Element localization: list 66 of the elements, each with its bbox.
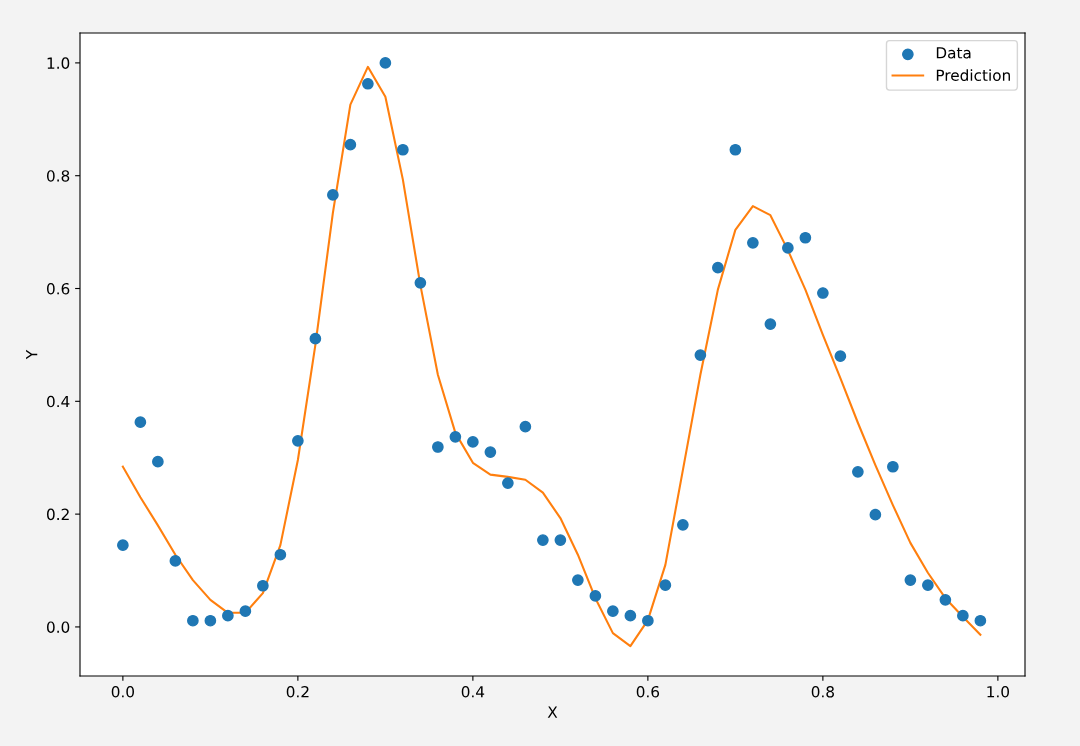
point xyxy=(449,431,462,443)
point xyxy=(484,446,497,458)
y-tick-label: 0.0 xyxy=(46,621,70,633)
point xyxy=(712,261,724,274)
point xyxy=(729,143,742,156)
point xyxy=(764,318,777,330)
x-tick-label: 0.6 xyxy=(636,685,660,698)
point xyxy=(432,441,444,453)
point xyxy=(257,579,269,592)
point xyxy=(834,350,847,363)
point xyxy=(134,416,147,429)
point xyxy=(852,465,864,478)
point xyxy=(327,189,339,201)
point xyxy=(922,579,934,592)
point xyxy=(642,614,654,627)
point xyxy=(799,231,812,244)
point xyxy=(379,57,392,69)
point xyxy=(974,614,987,627)
point xyxy=(502,477,514,489)
y-tick-label: 0.2 xyxy=(46,508,69,521)
x-tick-label: 0.8 xyxy=(811,685,834,698)
point xyxy=(957,609,969,622)
point xyxy=(414,277,427,289)
y-tick-label: 1.0 xyxy=(47,57,70,69)
x-tick-label: 0.0 xyxy=(111,685,135,698)
point xyxy=(589,590,602,602)
point xyxy=(537,534,549,546)
point xyxy=(362,77,374,90)
point xyxy=(292,434,304,447)
point xyxy=(309,332,322,345)
point xyxy=(694,349,707,361)
point xyxy=(187,614,199,627)
point xyxy=(519,420,532,433)
point xyxy=(239,605,252,617)
legend-label: Prediction xyxy=(936,69,1010,81)
point xyxy=(274,548,287,561)
point xyxy=(344,138,357,151)
point xyxy=(117,539,129,551)
x-tick-label: 1.0 xyxy=(987,685,1010,698)
x-tick-label: 0.4 xyxy=(461,685,485,698)
x-axis-title: X xyxy=(547,706,558,718)
point xyxy=(222,609,234,622)
y-tick-label: 0.6 xyxy=(46,282,70,295)
y-tick-label: 0.8 xyxy=(46,170,70,182)
point xyxy=(747,236,759,249)
point xyxy=(817,287,829,299)
x-tick-label: 0.2 xyxy=(286,685,309,698)
point xyxy=(204,614,217,627)
point xyxy=(887,460,899,473)
point xyxy=(554,534,567,546)
point xyxy=(169,555,182,567)
point xyxy=(152,455,164,468)
point xyxy=(467,436,479,448)
point xyxy=(607,605,619,617)
point xyxy=(397,143,409,156)
point xyxy=(677,518,689,531)
point xyxy=(939,594,952,606)
point xyxy=(572,574,584,586)
y-tick-label: 0.4 xyxy=(46,395,70,408)
legend-label: Data xyxy=(936,47,971,59)
y-axis-title: Y xyxy=(26,349,38,360)
point xyxy=(904,574,917,586)
point xyxy=(869,508,882,521)
point xyxy=(624,609,637,622)
point xyxy=(659,579,672,592)
point xyxy=(782,242,794,254)
